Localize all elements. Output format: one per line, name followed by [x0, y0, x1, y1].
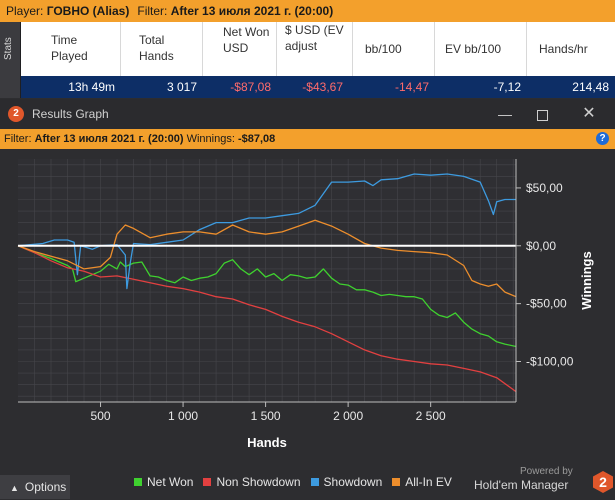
cell-hands-hr: 214,48 — [572, 80, 609, 94]
header-hands-hr[interactable]: Hands/hr — [539, 42, 588, 56]
cell-total-hands: 3 017 — [166, 80, 197, 94]
maximize-icon[interactable] — [531, 103, 553, 125]
x-axis-title: Hands — [247, 435, 287, 450]
series-line-net-won — [17, 245, 517, 348]
legend-swatch — [310, 478, 319, 486]
y-tick-label: $0,00 — [526, 239, 556, 253]
y-axis-title: Winnings — [579, 251, 594, 309]
legend-item-showdown[interactable]: Showdown — [310, 475, 383, 489]
chart-legend: Net Won Non Showdown Showdown All-In EV — [134, 475, 452, 489]
x-tick-label: 2 500 — [416, 409, 446, 423]
brand-name: Hold'em Manager — [474, 478, 569, 492]
winnings-value: -$87,08 — [237, 133, 276, 145]
x-tick-label: 1 000 — [168, 409, 198, 423]
header-ev-bb100[interactable]: EV bb/100 — [435, 22, 527, 76]
results-chart: $50,00 $0,00 -$50,00 -$100,00 500 1 000 1 500 2… — [17, 159, 594, 450]
x-tick-label: 1 500 — [251, 409, 281, 423]
bottom-bar: ▲ Options Net Won Non Showdown Showdown All-… — [0, 466, 615, 499]
graph-filter-value[interactable]: After 13 июля 2021 г. (20:00) — [34, 133, 184, 145]
x-tick-label: 500 — [91, 409, 111, 423]
legend-label: All-In EV — [405, 475, 452, 489]
stats-table-header: Time Played Total Hands Net Won USD $ US… — [21, 22, 615, 76]
help-icon[interactable]: ? — [596, 132, 609, 145]
y-tick-label: $50,00 — [526, 181, 563, 195]
close-icon[interactable]: ✕ — [582, 105, 596, 122]
legend-swatch — [203, 478, 212, 486]
powered-by-text: Powered by — [520, 466, 573, 477]
filter-value[interactable]: After 13 июля 2021 г. (20:00) — [170, 4, 334, 18]
y-tick-label: -$50,00 — [526, 297, 567, 311]
options-label: Options — [24, 480, 67, 494]
legend-swatch — [392, 478, 401, 486]
header-total-hands[interactable]: Total Hands — [121, 22, 203, 76]
app-badge-icon: 2 — [8, 106, 24, 122]
stats-tab-label: Stats — [3, 37, 14, 60]
legend-item-all-in-ev[interactable]: All-In EV — [392, 475, 452, 489]
x-tick-label: 2 000 — [333, 409, 363, 423]
window-title: Results Graph — [32, 107, 109, 121]
cell-ev-adjusted: -$43,67 — [302, 80, 343, 94]
cell-net-won: -$87,08 — [230, 80, 271, 94]
legend-label: Non Showdown — [216, 475, 301, 489]
minimize-icon[interactable]: — — [498, 106, 512, 122]
legend-item-non-showdown[interactable]: Non Showdown — [203, 475, 301, 489]
header-time-played[interactable]: Time Played — [21, 22, 121, 76]
player-label: Player: — [6, 4, 44, 18]
holdem-manager-logo: 2 — [593, 471, 613, 493]
winnings-label: Winnings: — [186, 133, 235, 145]
filter-label: Filter: — [137, 4, 168, 18]
stats-side-tab[interactable]: Stats — [0, 22, 21, 98]
cell-ev-bb100: -7,12 — [493, 80, 521, 94]
graph-filter-bar: Filter: After 13 июля 2021 г. (20:00) Wi… — [0, 129, 615, 149]
y-tick-label: -$100,00 — [526, 355, 574, 369]
graph-filter-label: Filter: — [4, 133, 32, 145]
series-line-showdown — [17, 173, 516, 290]
cell-bb100: -14,47 — [394, 80, 429, 94]
options-button[interactable]: ▲ Options — [0, 475, 70, 499]
stats-table-row[interactable]: 13h 49m 3 017 -$87,08 -$43,67 -14,47 -7,… — [21, 76, 615, 98]
chevron-up-icon: ▲ — [10, 483, 19, 493]
series-line-non-showdown — [17, 245, 517, 393]
results-graph-titlebar[interactable]: 2 Results Graph — ✕ — [0, 99, 615, 129]
header-bb100[interactable]: bb/100 — [353, 22, 435, 76]
legend-item-net-won[interactable]: Net Won — [134, 475, 193, 489]
header-net-won[interactable]: Net Won USD — [203, 22, 277, 76]
legend-swatch — [134, 478, 142, 486]
cell-time-played: 13h 49m — [68, 80, 115, 94]
header-ev-adjusted[interactable]: $ USD (EV adjust — [277, 22, 353, 76]
player-filter-bar: Player: ГОВНО (Alias) Filter: After 13 и… — [0, 0, 615, 22]
player-name[interactable]: ГОВНО (Alias) — [46, 4, 130, 18]
legend-label: Net Won — [147, 475, 194, 489]
series-line-all-in-ev — [17, 219, 517, 298]
legend-label: Showdown — [323, 475, 383, 489]
